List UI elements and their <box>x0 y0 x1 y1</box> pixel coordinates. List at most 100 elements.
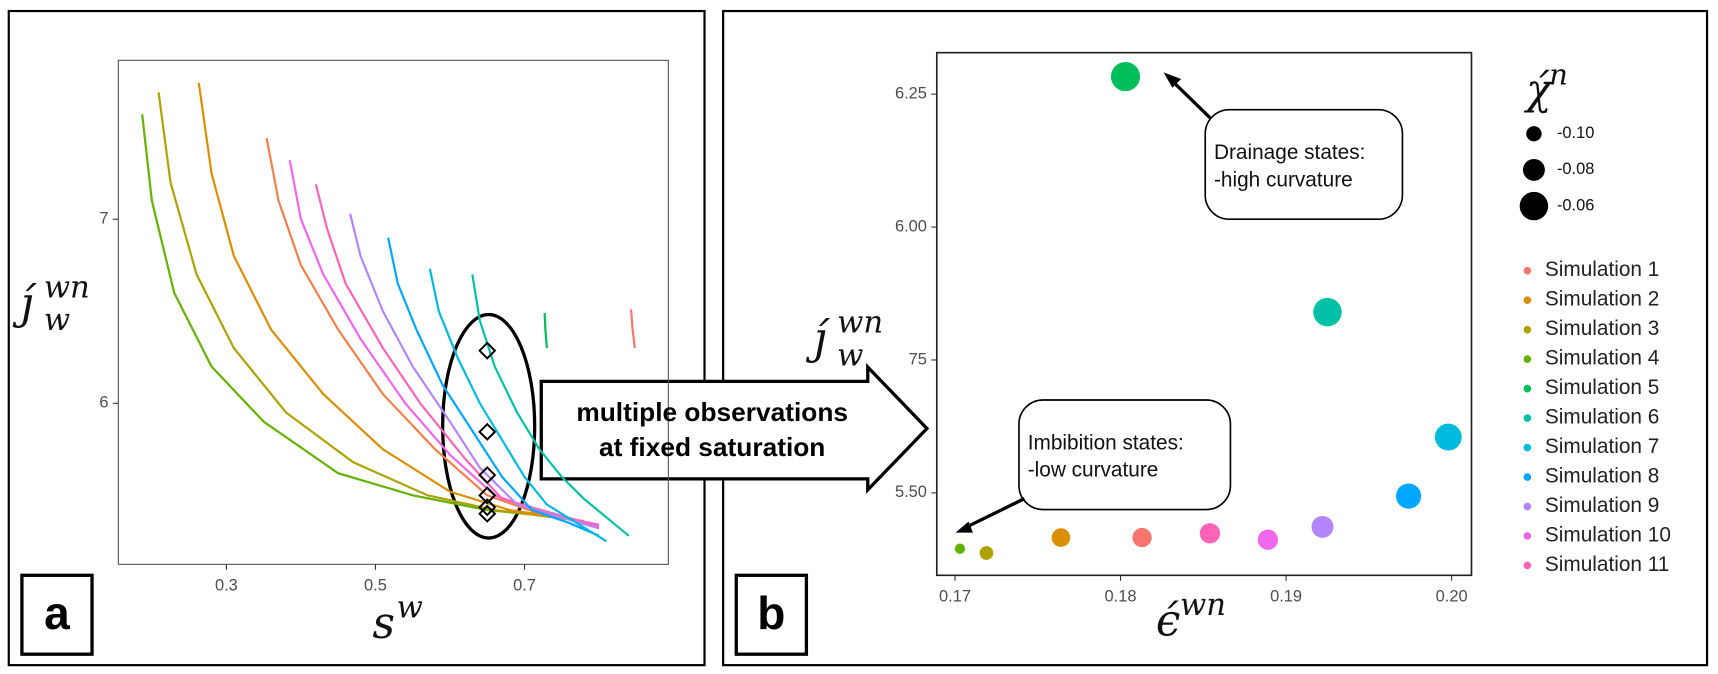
legend-label: Simulation 2 <box>1545 288 1659 311</box>
axis-label-sub: w <box>837 338 863 373</box>
legend-label: Simulation 10 <box>1545 523 1671 546</box>
x-tick-label: 0.7 <box>513 577 536 595</box>
legend-label: Simulation 1 <box>1545 258 1659 281</box>
legend-swatch <box>1523 473 1532 481</box>
legend-swatch <box>1523 384 1532 393</box>
curve <box>543 313 548 349</box>
point <box>979 546 994 560</box>
legend-label: Simulation 5 <box>1545 376 1659 399</box>
point <box>1395 483 1422 509</box>
annotation-text: -low curvature <box>1028 459 1159 482</box>
point <box>1257 529 1279 550</box>
legend-label: Simulation 4 <box>1545 347 1659 370</box>
legend-label: Simulation 6 <box>1545 406 1659 429</box>
x-tick-label: 0.17 <box>939 588 971 606</box>
legend-swatch <box>1523 325 1532 334</box>
legend-label: Simulation 11 <box>1545 553 1669 576</box>
observation-marker <box>478 498 497 517</box>
annotation-text: -high curvature <box>1214 168 1353 191</box>
curve <box>157 92 570 521</box>
legend-swatch <box>1523 561 1532 570</box>
axis-label: j́ <box>12 278 38 329</box>
point <box>1313 297 1342 327</box>
curve <box>141 114 562 519</box>
axis-label-sup: w <box>397 590 423 625</box>
curve <box>314 183 600 528</box>
curve <box>265 138 600 526</box>
y-tick-label: 7 <box>99 210 108 228</box>
ellipse <box>441 312 537 540</box>
annotation-box <box>1018 399 1232 511</box>
curve <box>349 213 600 530</box>
legend-swatch <box>1523 266 1532 275</box>
curve <box>471 274 630 537</box>
size-legend-label: -0.10 <box>1557 124 1594 142</box>
legend-label: Simulation 9 <box>1545 494 1659 517</box>
panel-frame <box>7 9 706 667</box>
size-legend-label: -0.08 <box>1557 160 1594 178</box>
y-tick-label: 6.00 <box>895 217 927 235</box>
panel-label-box <box>20 573 94 656</box>
legend-label: Simulation 3 <box>1545 317 1659 340</box>
point <box>1199 523 1221 544</box>
legend-label: Simulation 7 <box>1545 435 1659 458</box>
arrow-text: at fixed saturation <box>599 432 825 462</box>
panel-label-box <box>734 573 809 656</box>
x-tick-label: 0.19 <box>1270 588 1302 606</box>
arrow-head <box>955 521 973 533</box>
annotation-arrow <box>1169 77 1212 120</box>
axis-label-sup: wn <box>837 305 883 340</box>
axis-label-sup: n <box>1549 58 1568 92</box>
x-tick-label: 0.5 <box>364 577 387 595</box>
curve <box>428 268 608 543</box>
legend-swatch <box>1523 502 1532 511</box>
size-legend-label: -0.06 <box>1557 196 1594 214</box>
annotation-box <box>1204 108 1404 221</box>
axis-label-sup: wn <box>44 270 90 305</box>
arrow-text: multiple observations <box>576 397 848 427</box>
y-tick-label: 6.25 <box>895 84 927 102</box>
axis-label: ϵ́ <box>1156 596 1181 647</box>
point <box>1311 515 1334 538</box>
big-arrow <box>539 363 930 494</box>
arrow-head <box>1163 72 1182 88</box>
plot-frame <box>935 51 1473 577</box>
legend-swatch <box>1523 414 1532 422</box>
observation-marker <box>478 422 497 441</box>
axis-label: s <box>373 598 395 649</box>
y-tick-label: 5.50 <box>895 483 927 501</box>
axis-label-sub: w <box>44 303 70 338</box>
legend-label: Simulation 8 <box>1545 465 1659 488</box>
panel-label: a <box>44 587 70 639</box>
x-tick-label: 0.3 <box>215 577 238 595</box>
axis-label: χ́ <box>1523 65 1554 114</box>
observation-marker <box>478 341 497 360</box>
x-tick-label: 0.18 <box>1105 588 1137 606</box>
curve <box>629 309 636 349</box>
axis-label: j́ <box>805 313 831 364</box>
point <box>1132 527 1152 548</box>
size-legend-swatch <box>1519 191 1549 221</box>
point <box>1110 62 1141 92</box>
axis-label-sup: wn <box>1180 588 1226 623</box>
annotation-text: Drainage states: <box>1214 141 1365 164</box>
observation-marker <box>478 486 497 505</box>
legend-swatch <box>1523 532 1532 540</box>
panel-label: b <box>757 587 785 639</box>
point <box>954 543 966 554</box>
legend-swatch <box>1523 355 1532 363</box>
x-tick-label: 0.20 <box>1436 588 1468 606</box>
size-legend-swatch <box>1526 126 1542 142</box>
size-legend-swatch <box>1522 158 1545 181</box>
curve <box>387 237 600 537</box>
observation-marker <box>478 466 497 485</box>
plot-frame <box>117 59 669 565</box>
point <box>1051 528 1071 547</box>
annotation-text: Imbibition states: <box>1028 431 1184 454</box>
curve <box>197 82 585 523</box>
annotation-arrow <box>963 497 1026 530</box>
y-tick-label: 75 <box>909 350 927 368</box>
legend-swatch <box>1523 296 1532 305</box>
